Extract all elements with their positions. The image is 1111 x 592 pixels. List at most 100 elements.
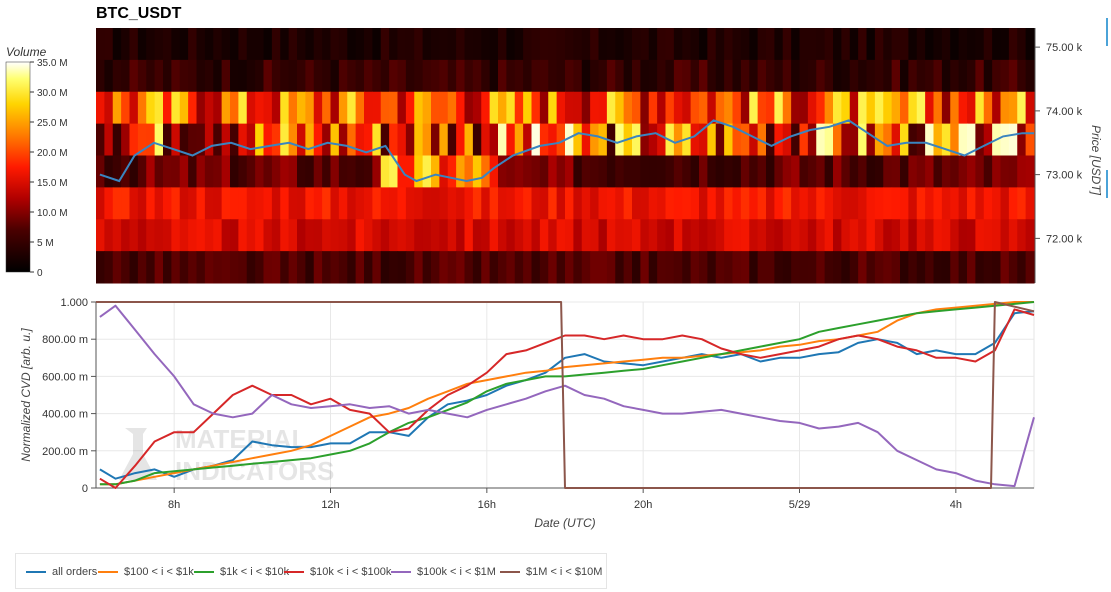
heatmap-cell: [732, 219, 742, 252]
heatmap-cell: [514, 155, 524, 188]
heatmap-cell: [774, 91, 784, 125]
heatmap-cell: [958, 219, 968, 252]
heatmap-cell: [498, 251, 507, 284]
legend-item[interactable]: $1M < i < $10M: [500, 565, 602, 579]
heatmap-cell: [975, 28, 985, 61]
heatmap-cell: [799, 28, 809, 61]
heatmap-cell: [749, 28, 759, 61]
heatmap-cell: [397, 28, 407, 61]
colorbar-tick-label: 5 M: [37, 238, 54, 249]
heatmap-cell: [238, 59, 248, 93]
colorbar-tick-label: 25.0 M: [37, 118, 68, 129]
heatmap-cell: [983, 28, 993, 61]
cvd-ytick-label: 800.00 m: [42, 334, 88, 346]
heatmap-cell: [749, 155, 759, 188]
cvd-xtick-label: 4h: [950, 499, 962, 511]
heatmap-cell: [1008, 28, 1018, 61]
heatmap-cell: [230, 251, 239, 284]
heatmap-cell: [389, 123, 399, 157]
heatmap-cell: [280, 187, 290, 220]
heatmap-cell: [992, 251, 1002, 284]
heatmap-cell: [925, 155, 935, 188]
heatmap-cell: [171, 59, 181, 93]
heatmap-cell: [305, 155, 315, 188]
cvd-xtick-label: 16h: [478, 499, 496, 511]
heatmap-cell: [129, 155, 139, 188]
heatmap-cell: [707, 187, 717, 220]
heatmap-cell: [833, 155, 842, 188]
heatmap-cell: [456, 155, 466, 188]
heatmap-cell: [766, 187, 775, 220]
heatmap-cell: [297, 91, 306, 125]
heatmap-cell: [657, 91, 667, 125]
heatmap-cell: [347, 123, 357, 157]
heatmap-cell: [489, 28, 499, 61]
heatmap-cell: [900, 251, 909, 284]
heatmap-cell: [439, 59, 449, 93]
heatmap-cell: [464, 219, 474, 252]
heatmap-cell: [364, 155, 373, 188]
heatmap-cell: [916, 28, 926, 61]
heatmap-cell: [740, 123, 750, 157]
legend-item[interactable]: $100k < i < $1M: [391, 565, 496, 579]
heatmap-cell: [531, 123, 541, 157]
heatmap-cell: [590, 59, 600, 93]
cvd-y-axis-label: Normalized CVD [arb. u.]: [19, 328, 33, 462]
heatmap-cell: [548, 219, 558, 252]
heatmap-cell: [506, 59, 516, 93]
heatmap-cell: [690, 28, 700, 61]
heatmap-cell: [858, 123, 868, 157]
heatmap-cell: [439, 123, 449, 157]
heatmap-cell: [548, 59, 558, 93]
heatmap-cell: [112, 219, 122, 252]
heatmap-cell: [958, 123, 968, 157]
heatmap-cell: [841, 219, 851, 252]
heatmap-cell: [565, 187, 574, 220]
heatmap-cell: [288, 59, 298, 93]
legend-item[interactable]: $1k < i < $10k: [194, 565, 289, 579]
heatmap-cell: [874, 28, 884, 61]
heatmap-cell: [925, 251, 935, 284]
legend-item[interactable]: $100 < i < $1k: [98, 565, 194, 579]
heatmap-cell: [1000, 155, 1010, 188]
heatmap-cell: [791, 251, 801, 284]
heatmap-cell: [715, 59, 725, 93]
heatmap-cell: [372, 187, 382, 220]
heatmap-cell: [414, 123, 424, 157]
heatmap-cell: [447, 123, 457, 157]
heatmap-cell: [121, 59, 131, 93]
heatmap-cell: [305, 123, 315, 157]
heatmap-cell: [615, 219, 625, 252]
heatmap-cell: [657, 59, 667, 93]
heatmap-cell: [699, 28, 708, 61]
heatmap-cell: [925, 187, 935, 220]
heatmap-cell: [1000, 251, 1010, 284]
heatmap-cell: [682, 187, 692, 220]
heatmap-cell: [816, 91, 826, 125]
heatmap-cell: [456, 59, 466, 93]
heatmap-cell: [171, 155, 181, 188]
heatmap-cell: [313, 187, 323, 220]
heatmap-cell: [196, 59, 206, 93]
heatmap-cell: [414, 155, 424, 188]
heatmap-cell: [682, 59, 692, 93]
heatmap-cell: [472, 59, 482, 93]
heatmap-cell: [196, 219, 206, 252]
legend-item[interactable]: all orders: [26, 565, 97, 579]
heatmap-cell: [498, 91, 507, 125]
heatmap-cell: [523, 28, 533, 61]
heatmap-cell: [715, 28, 725, 61]
heatmap-cell: [673, 155, 683, 188]
heatmap-cell: [757, 251, 767, 284]
heatmap-cell: [163, 91, 172, 125]
heatmap-cell: [606, 219, 616, 252]
heatmap-cell: [498, 155, 507, 188]
heatmap-cell: [757, 219, 767, 252]
legend-item[interactable]: $10k < i < $100k: [284, 565, 391, 579]
heatmap-cell: [833, 187, 842, 220]
heatmap-cell: [514, 28, 524, 61]
heatmap-cell: [1025, 251, 1035, 284]
heatmap-cell: [188, 123, 198, 157]
heatmap-cell: [96, 28, 105, 61]
heatmap-cell: [179, 91, 189, 125]
